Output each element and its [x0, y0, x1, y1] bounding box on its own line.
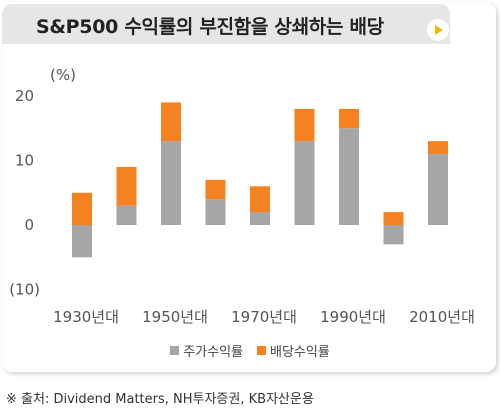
bar-dividend-return [116, 166, 137, 206]
x-tick-label: 1970년대 [231, 308, 297, 326]
bar-price-return [250, 212, 270, 225]
bar-price-return [161, 141, 181, 225]
y-tick-label: 10 [15, 152, 34, 170]
y-unit-label: (%) [50, 66, 76, 84]
bar-price-return [428, 154, 448, 225]
legend-swatch-dividend [257, 346, 266, 355]
x-tick-label: 2010년대 [409, 308, 475, 326]
bar-price-return [72, 225, 92, 258]
legend-item-price: 주가수익률 [170, 341, 243, 360]
bar-price-return [383, 225, 404, 245]
x-tick-label: 1930년대 [53, 308, 119, 326]
x-tick-label: 1990년대 [320, 308, 386, 326]
legend: 주가수익률 배당수익률 [0, 341, 500, 360]
legend-label-price: 주가수익률 [183, 345, 243, 360]
x-tick-label: 1950년대 [142, 308, 208, 326]
bar-price-return [339, 128, 359, 225]
bar-dividend-return [383, 212, 404, 225]
bar-dividend-return [72, 192, 92, 225]
x-axis-ticks: 1930년대 1950년대 1970년대 1990년대 2010년대 [53, 308, 475, 326]
bar-dividend-return [161, 102, 181, 142]
y-axis-ticks: 20 10 0 (10) [9, 87, 40, 299]
play-button[interactable] [427, 19, 449, 41]
legend-item-dividend: 배당수익률 [257, 341, 330, 360]
bar-dividend-return [250, 186, 270, 213]
legend-swatch-price [170, 346, 180, 355]
bar-price-return [116, 205, 137, 225]
bar-dividend-return [428, 141, 448, 155]
source-note: ※ 출처: Dividend Matters, NH투자증권, KB자산운용 [6, 392, 314, 407]
title-bar: S&P500 수익률의 부진함을 상쇄하는 배당 [2, 4, 450, 44]
chart-card [2, 2, 496, 372]
bar-dividend-return [294, 108, 315, 142]
play-icon [435, 25, 443, 35]
bar-dividend-return [205, 179, 226, 200]
bar-price-return [294, 141, 315, 225]
chart-title: S&P500 수익률의 부진함을 상쇄하는 배당 [36, 16, 384, 38]
y-tick-label: 20 [15, 87, 34, 105]
y-tick-label: 0 [24, 216, 34, 234]
bars [72, 102, 448, 258]
legend-label-dividend: 배당수익률 [270, 345, 330, 360]
y-tick-label: (10) [9, 281, 40, 299]
bar-dividend-return [339, 108, 359, 129]
bar-price-return [205, 199, 226, 225]
